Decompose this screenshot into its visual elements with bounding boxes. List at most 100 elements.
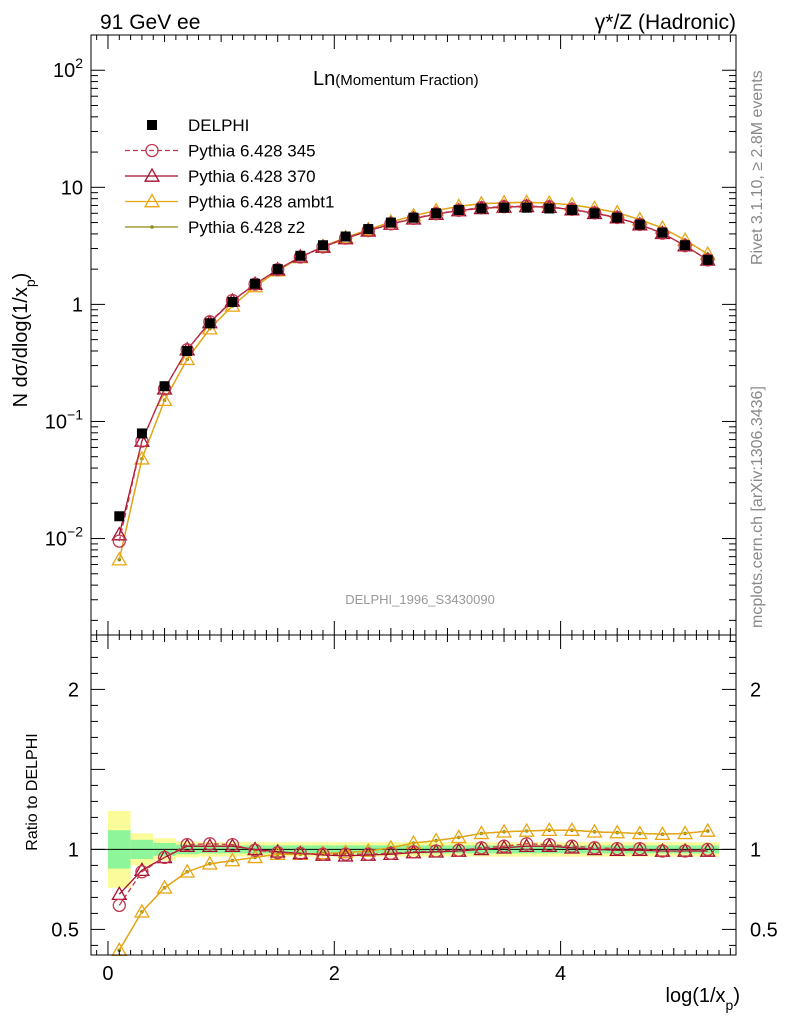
main-pythia-6-428-345-line [118,205,709,542]
main-pythia-6-428-345-point [587,206,602,220]
ratio-pythia-6-428-370-line [118,845,708,895]
main-delphi-point [136,428,147,439]
ratio-pythia-6-428-370-point [631,841,648,857]
ratio-pythia-6-428-ambt1-point [156,879,173,894]
ratio-pythia-6-428-370-point [269,843,286,858]
main-pythia-6-428-ambt1-line [118,201,709,560]
ratio-pythia-6-428-370-point [156,849,173,864]
ratio-pythia-6-428-345-point [542,837,556,852]
y-tick-label-ratio-right: 1 [750,839,761,861]
main-delphi-point [453,205,464,216]
ratio-panel-frame [90,634,737,956]
legend-marker [147,120,157,130]
legend-marker [143,193,161,208]
ratio-pythia-6-428-370-point [496,839,513,854]
main-delphi-point [612,212,623,223]
main-delphi-point [544,203,555,214]
ratio-pythia-6-428-345-point [135,865,149,879]
ratio-pythia-6-428-ambt1-line [118,829,708,951]
rivet-label: Rivet 3.1.10, ≥ 2.8M events [749,70,766,265]
main-delphi-point [317,240,328,251]
main-delphi-point [476,203,487,214]
ratio-pythia-6-428-ambt1-point [677,825,694,840]
main-pythia-6-428-ambt1-point [111,551,128,566]
legend-label: Pythia 6.428 ambt1 [188,193,334,212]
ratio-pythia-6-428-ambt1-point [179,863,196,878]
legend-marker [143,167,161,182]
legend-marker [150,225,154,229]
legend-label: Pythia 6.428 345 [188,142,316,161]
ratio-pythia-6-428-ambt1-point [405,834,422,849]
ratio-pythia-6-428-345-point [293,846,307,861]
ratio-pythia-6-428-345-point [157,850,172,865]
main-delphi-point [114,511,125,522]
ratio-pythia-6-428-345-point [225,837,240,852]
ratio-pythia-6-428-ambt1-point [631,825,648,840]
main-pythia-6-428-345-point [112,534,126,548]
y-axis-label-ratio: Ratio to DELPHI [24,733,41,850]
ratio-pythia-6-428-345-point [361,847,375,861]
legend: DELPHI Pythia 6.428 345 Pythia 6.428 370 Py… [125,116,334,237]
y-axis-label-main-sub: p [22,279,38,287]
ratio-pythia-6-428-ambt1-point [654,825,671,841]
y-axis-label-main-close: ) [10,273,32,280]
ratio-pythia-6-428-370-point [179,837,196,853]
main-pythia-6-428-345-point [701,253,715,267]
y-tick-label-ratio-left: 1 [68,839,79,861]
main-delphi-point [702,254,713,265]
main-pythia-6-428-345-point [406,211,421,226]
ratio-pythia-6-428-345-point [429,844,443,858]
ratio-pythia-6-428-ambt1-point [699,822,716,837]
main-delphi-point [363,224,374,235]
main-pythia-6-428-345-point [248,277,262,291]
ratio-pythia-6-428-370-point [247,841,264,856]
main-delphi-point [250,278,261,289]
main-delphi-point [182,345,193,356]
main-pythia-6-428-345-point [678,239,692,253]
ratio-pythia-6-428-ambt1-point [450,829,467,844]
ratio-pythia-6-428-345-point [112,898,126,913]
ratio-pythia-6-428-345-point [610,841,624,856]
ratio-pythia-6-428-370-point [337,847,354,862]
x-axis-label-text: log(1/x [666,985,726,1007]
y-tick-label-ratio-right: 2 [750,679,761,701]
ratio-pythia-6-428-345-point [452,843,466,857]
header-left: 91 GeV ee [100,11,200,34]
ratio-panel: 0 2 4 0.5 0.5 1 1 2 2 Ratio to DELPHI log(1/xp) [24,634,778,1013]
header-right-prefix: γ*/Z [595,11,633,34]
main-delphi-point [204,318,215,329]
y-tick-label-main: 10−1 [45,406,83,433]
ratio-pythia-6-428-ambt1-point [247,849,264,864]
main-pythia-6-428-345-point [474,201,489,215]
main-pythia-6-428-345-point [271,263,285,277]
main-delphi-point [408,212,419,223]
main-delphi-point [159,381,170,392]
ratio-pythia-6-428-345-point [565,839,579,853]
main-delphi-point [295,250,306,261]
ratio-pythia-6-428-ambt1-point [563,821,580,837]
ratio-pythia-6-428-370-point [609,841,626,857]
ratio-pythia-6-428-345-point [474,841,489,855]
ratio-pythia-6-428-345-point [678,844,692,858]
legend-marker [145,143,159,158]
y-tick-label-main: 1 [72,294,83,316]
ratio-pythia-6-428-ambt1-point [201,855,218,870]
plot-title: Ln(Momentum Fraction) [313,68,479,90]
ratio-pythia-6-428-370-point [518,837,535,853]
legend-label: Pythia 6.428 370 [188,167,316,186]
main-delphi-point [521,202,532,213]
ratio-pythia-6-428-ambt1-point [473,825,490,840]
ratio-pythia-6-428-z2-point [705,829,710,833]
ratio-pythia-6-428-345-point [338,847,353,861]
ratio-pythia-6-428-370-point [224,837,241,853]
y-tick-label-main: 102 [53,55,83,82]
ratio-pythia-6-428-370-point [654,842,671,857]
main-pythia-6-428-345-point [565,202,579,216]
main-delphi-point [499,202,510,213]
main-delphi-point [385,217,396,228]
main-pythia-6-428-345-point [655,226,670,240]
main-pythia-6-428-z2-line [118,201,709,560]
main-delphi-point [589,208,600,219]
main-pythia-6-428-345-point [429,207,443,221]
